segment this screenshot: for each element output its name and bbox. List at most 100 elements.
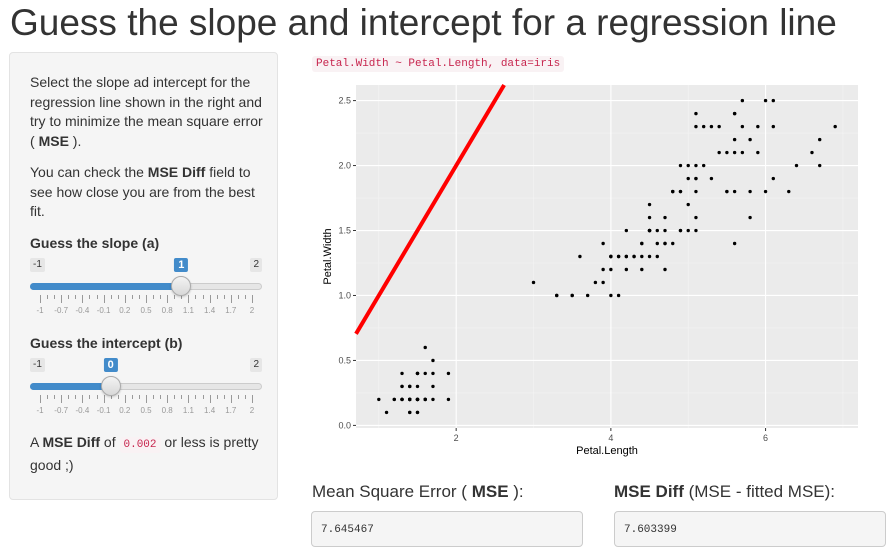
slider-grid-label: 1.4 <box>204 406 216 415</box>
slider-tick <box>174 295 176 299</box>
plot-axes: 2 4 6 0.0 0.5 1.0 1.5 2.0 2.5 Petal.Length Petal.W… <box>322 96 768 457</box>
data-point <box>694 215 698 220</box>
slider-tick <box>174 395 176 399</box>
slider-tick <box>160 395 162 399</box>
slider-tick <box>68 295 70 299</box>
data-point <box>609 254 613 259</box>
slider-grid-label: 1.1 <box>182 406 194 415</box>
intercept-handle[interactable] <box>100 376 121 396</box>
slider-tick <box>96 395 98 399</box>
data-point <box>740 124 745 129</box>
slider-tick <box>82 395 84 403</box>
slider-grid-label: 1.1 <box>182 306 194 315</box>
slider-tick <box>181 395 183 399</box>
plot-panel <box>356 85 858 428</box>
formula-label: Petal.Width ~ Petal.Length, data=iris <box>312 53 565 72</box>
data-point <box>601 280 605 285</box>
slider-tick <box>181 295 183 299</box>
data-point <box>686 202 690 207</box>
slider-tick <box>61 395 63 403</box>
slider-grid-label: -0.7 <box>54 306 69 315</box>
slider-tick <box>54 295 56 299</box>
data-point <box>763 189 768 194</box>
data-point <box>431 371 435 376</box>
mse-diff-label: MSE Diff (MSE - fitted MSE): <box>614 482 835 502</box>
data-point <box>663 215 667 220</box>
y-tick-label: 0.0 <box>338 420 351 430</box>
slider-tick <box>40 395 41 403</box>
data-point <box>377 397 381 402</box>
data-point <box>640 241 644 246</box>
data-point <box>771 124 776 129</box>
data-point <box>740 98 745 103</box>
regression-plot: 2 4 6 0.0 0.5 1.0 1.5 2.0 2.5 Petal.Length Petal.W… <box>322 83 858 457</box>
slider-tick <box>89 295 91 299</box>
slider-tick <box>188 295 190 303</box>
data-point <box>663 228 667 233</box>
intro-text-a: Select the slope ad intercept for the re… <box>30 74 263 149</box>
slider-tick <box>146 395 147 403</box>
slider-tick <box>160 295 162 299</box>
slider-tick <box>103 395 105 403</box>
data-point <box>423 371 427 376</box>
slider-tick <box>153 395 155 399</box>
mse-diff-label-rest: (MSE - fitted MSE): <box>683 482 836 501</box>
slope-slider[interactable]: -1 2 1 -1 -0.7 -0.4 -0.1 0.2 0.5 0.8 1.1 1.4 1.7 2 <box>30 258 262 318</box>
check-text: You can check the MSE Diff field to see … <box>30 163 266 222</box>
slider-grid-label: 0.8 <box>161 306 173 315</box>
data-point <box>415 410 420 415</box>
y-axis-title: Petal.Width <box>322 228 334 284</box>
data-point <box>624 228 629 233</box>
slider-tick <box>68 395 70 399</box>
data-point <box>431 384 435 389</box>
intercept-value-label: 0 <box>103 358 118 372</box>
formula-code: Petal.Width ~ Petal.Length, data=iris <box>312 56 565 72</box>
data-point <box>818 137 822 142</box>
data-point <box>756 124 760 129</box>
data-point <box>717 124 721 129</box>
intercept-fill <box>30 383 111 390</box>
slider-grid-label: 1.7 <box>225 406 237 415</box>
slider-tick <box>110 295 112 299</box>
slope-min-label: -1 <box>30 258 45 272</box>
slope-handle[interactable] <box>171 276 192 296</box>
data-point <box>671 189 675 194</box>
slider-tick <box>124 295 126 303</box>
slider-tick <box>47 395 49 399</box>
data-point <box>408 397 412 402</box>
slider-tick <box>202 395 204 399</box>
slider-tick <box>89 395 91 399</box>
data-point <box>686 176 690 181</box>
slider-tick <box>244 295 246 299</box>
data-point <box>694 176 698 181</box>
data-point <box>423 345 427 350</box>
slider-tick <box>167 295 169 303</box>
slider-grid-label: -1 <box>36 406 44 415</box>
y-tick-label: 1.5 <box>338 226 351 236</box>
data-point <box>400 397 404 402</box>
data-point <box>833 124 837 129</box>
intercept-slider[interactable]: -1 2 0 -1 -0.7 -0.4 -0.1 0.2 0.5 0.8 1.1 1.4 1.7 2 <box>30 358 262 418</box>
data-point <box>640 254 644 259</box>
data-point <box>446 397 451 402</box>
data-point <box>794 163 799 168</box>
data-point <box>624 254 629 259</box>
data-point <box>570 293 574 298</box>
slider-tick <box>202 295 204 299</box>
data-point <box>609 267 613 272</box>
data-point <box>748 215 752 220</box>
slider-tick <box>188 395 190 403</box>
data-point <box>694 189 698 194</box>
slope-ticks <box>30 295 262 303</box>
slider-grid-label: 0.8 <box>161 406 173 415</box>
slider-tick <box>167 395 169 403</box>
intercept-ticks <box>30 395 262 403</box>
slider-tick <box>103 295 105 303</box>
data-point <box>686 228 690 233</box>
slider-tick <box>237 395 239 399</box>
plot-points <box>377 98 837 415</box>
data-point <box>647 202 652 207</box>
slider-grid-label: 1.7 <box>225 306 237 315</box>
slider-grid-label: -1 <box>36 306 44 315</box>
data-point <box>663 241 667 246</box>
